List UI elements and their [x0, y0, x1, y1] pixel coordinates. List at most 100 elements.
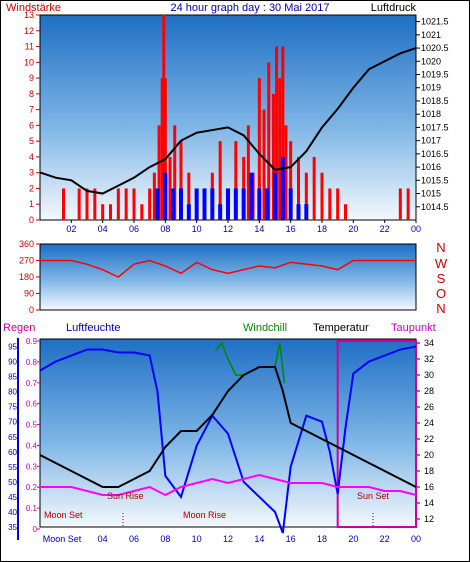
- wind-speed-bar: [93, 188, 97, 220]
- wind-y-tick-label: 12: [24, 26, 34, 36]
- wind-y-tick-label: 2: [29, 183, 34, 193]
- lower-x-tick-label: 10: [192, 534, 202, 544]
- dir-y-tick-label: 360: [19, 239, 34, 249]
- top-x-tick-label: 12: [223, 224, 233, 234]
- wind-speed-bar: [398, 188, 402, 220]
- humidity-tick-label: 95: [8, 343, 17, 352]
- direction-letter-n-bottom: N: [436, 301, 445, 316]
- wind-speed-bar: [271, 93, 275, 220]
- humidity-tick-label: 80: [8, 388, 17, 397]
- pressure-y-tick-label: 1018.5: [421, 96, 449, 106]
- top-x-tick-label: 14: [254, 224, 264, 234]
- wind-gust-bar: [226, 188, 230, 220]
- lower-panel-axes: 35 40 45 50 55 60 65 70 75 80 85 90 95 0 0.1 0.2 0.3 0.4 0…: [8, 337, 434, 544]
- wind-speed-bars: [62, 15, 410, 221]
- direction-panel-plot-area: [39, 243, 417, 311]
- lower-x-tick-label: Moon Set: [43, 534, 82, 544]
- pressure-line: [39, 47, 417, 195]
- wind-speed-bar: [281, 46, 285, 221]
- pressure-y-tick-label: 1020: [421, 56, 441, 66]
- wind-speed-bar: [234, 141, 238, 220]
- dewpoint-series-line: [40, 473, 417, 497]
- rain-series-box: [336, 340, 417, 528]
- direction-panel-axes: 0 90 180 270 360: [19, 239, 40, 315]
- lower-x-tick-label: 06: [129, 534, 139, 544]
- rain-tick-label: 0: [33, 525, 38, 534]
- pressure-y-tick-label: 1021: [421, 30, 441, 40]
- wind-speed-bar: [275, 46, 279, 221]
- wind-speed-bar: [312, 156, 316, 220]
- pressure-y-tick-label: 1021.5: [421, 17, 449, 27]
- direction-letter-s: S: [437, 271, 446, 286]
- wind-gust-bar: [210, 188, 215, 220]
- wind-speed-bar: [246, 125, 250, 220]
- wind-y-tick-label: 11: [25, 42, 34, 52]
- lower-x-tick-label: 12: [223, 534, 233, 544]
- wind-gust-bar: [265, 188, 270, 220]
- rain-tick-label: 0.6: [26, 400, 38, 409]
- wind-speed-bar: [284, 125, 288, 220]
- wind-speed-bar: [132, 188, 136, 220]
- temp-tick-label: 22: [424, 434, 434, 444]
- wind-gust-bar: [257, 188, 262, 220]
- top-x-tick-label: 08: [160, 224, 170, 234]
- wind-speed-bar: [148, 188, 152, 220]
- wind-speed-bar: [328, 188, 332, 220]
- wind-speed-bar: [289, 141, 293, 220]
- direction-letter-w: W: [435, 256, 448, 271]
- lower-x-tick-label: 08: [160, 534, 170, 544]
- wind-gust-bar: [304, 204, 309, 220]
- humidity-tick-label: 35: [8, 523, 17, 532]
- wind-speed-bar: [152, 172, 156, 220]
- wind-gust-bar: [273, 172, 277, 220]
- pressure-y-tick-label: 1016.5: [421, 149, 449, 159]
- chart-title: 24 hour graph day : 30 Mai 2017: [170, 2, 329, 14]
- temperature-label: Temperatur: [313, 322, 369, 334]
- sun-rise-annotation: Sun Rise: [107, 491, 144, 501]
- annotations: Moon Set Sun Rise Moon Rise Sun Set: [44, 491, 390, 527]
- wind-y-tick-label: 3: [29, 168, 34, 178]
- wind-speed-bar: [109, 204, 112, 220]
- humidity-tick-label: 90: [8, 358, 17, 367]
- wind-y-tick-label: 13: [24, 10, 34, 20]
- wind-speed-bar: [124, 188, 128, 220]
- wind-gust-bar: [163, 172, 168, 220]
- top-x-tick-label: 02: [66, 224, 76, 234]
- wind-gust-bar: [218, 204, 223, 220]
- wind-speed-bar: [116, 188, 120, 220]
- wind-speed-bar: [218, 141, 222, 220]
- direction-letter-n-top: N: [436, 240, 445, 255]
- moon-set-annotation: Moon Set: [44, 510, 83, 520]
- wind-speed-bar: [179, 141, 183, 220]
- wind-speed-bar: [168, 156, 172, 220]
- wind-speed-bar: [187, 172, 191, 220]
- wind-speed-bar: [267, 62, 271, 220]
- pressure-series-line: [39, 47, 417, 195]
- sun-set-annotation: Sun Set: [357, 491, 390, 501]
- wind-speed-bar: [163, 78, 167, 220]
- wind-y-tick-label: 6: [29, 120, 34, 130]
- rain-label: Regen: [3, 322, 35, 334]
- temp-tick-label: 20: [424, 450, 434, 460]
- wind-gust-bar: [241, 188, 246, 220]
- wind-speed-bar: [160, 78, 164, 220]
- rain-tick-label: 0.7: [26, 379, 38, 388]
- wind-y-tick-label: 0: [29, 215, 34, 225]
- humidity-tick-label: 55: [8, 463, 17, 472]
- wind-y-tick-label: 5: [29, 136, 34, 146]
- rain-tick-label: 0.9: [26, 337, 38, 346]
- wind-y-tick-label: 4: [29, 152, 34, 162]
- lower-panel-lines: [39, 341, 417, 534]
- top-x-tick-label: 00: [411, 224, 421, 234]
- humidity-tick-label: 45: [8, 493, 17, 502]
- top-panel-axes: 0123456789101112131014.510151015.5101610…: [24, 10, 449, 234]
- wind-gust-bar: [280, 156, 285, 220]
- windchill-label: Windchill: [243, 322, 287, 334]
- pressure-y-tick-label: 1017: [421, 136, 441, 146]
- lower-x-tick-label: 18: [317, 534, 327, 544]
- wind-speed-bar: [140, 204, 144, 220]
- temp-tick-label: 32: [424, 354, 434, 364]
- lower-x-tick-label: 00: [411, 534, 421, 544]
- pressure-y-tick-label: 1019: [421, 83, 441, 93]
- rain-tick-label: 0.1: [26, 504, 38, 513]
